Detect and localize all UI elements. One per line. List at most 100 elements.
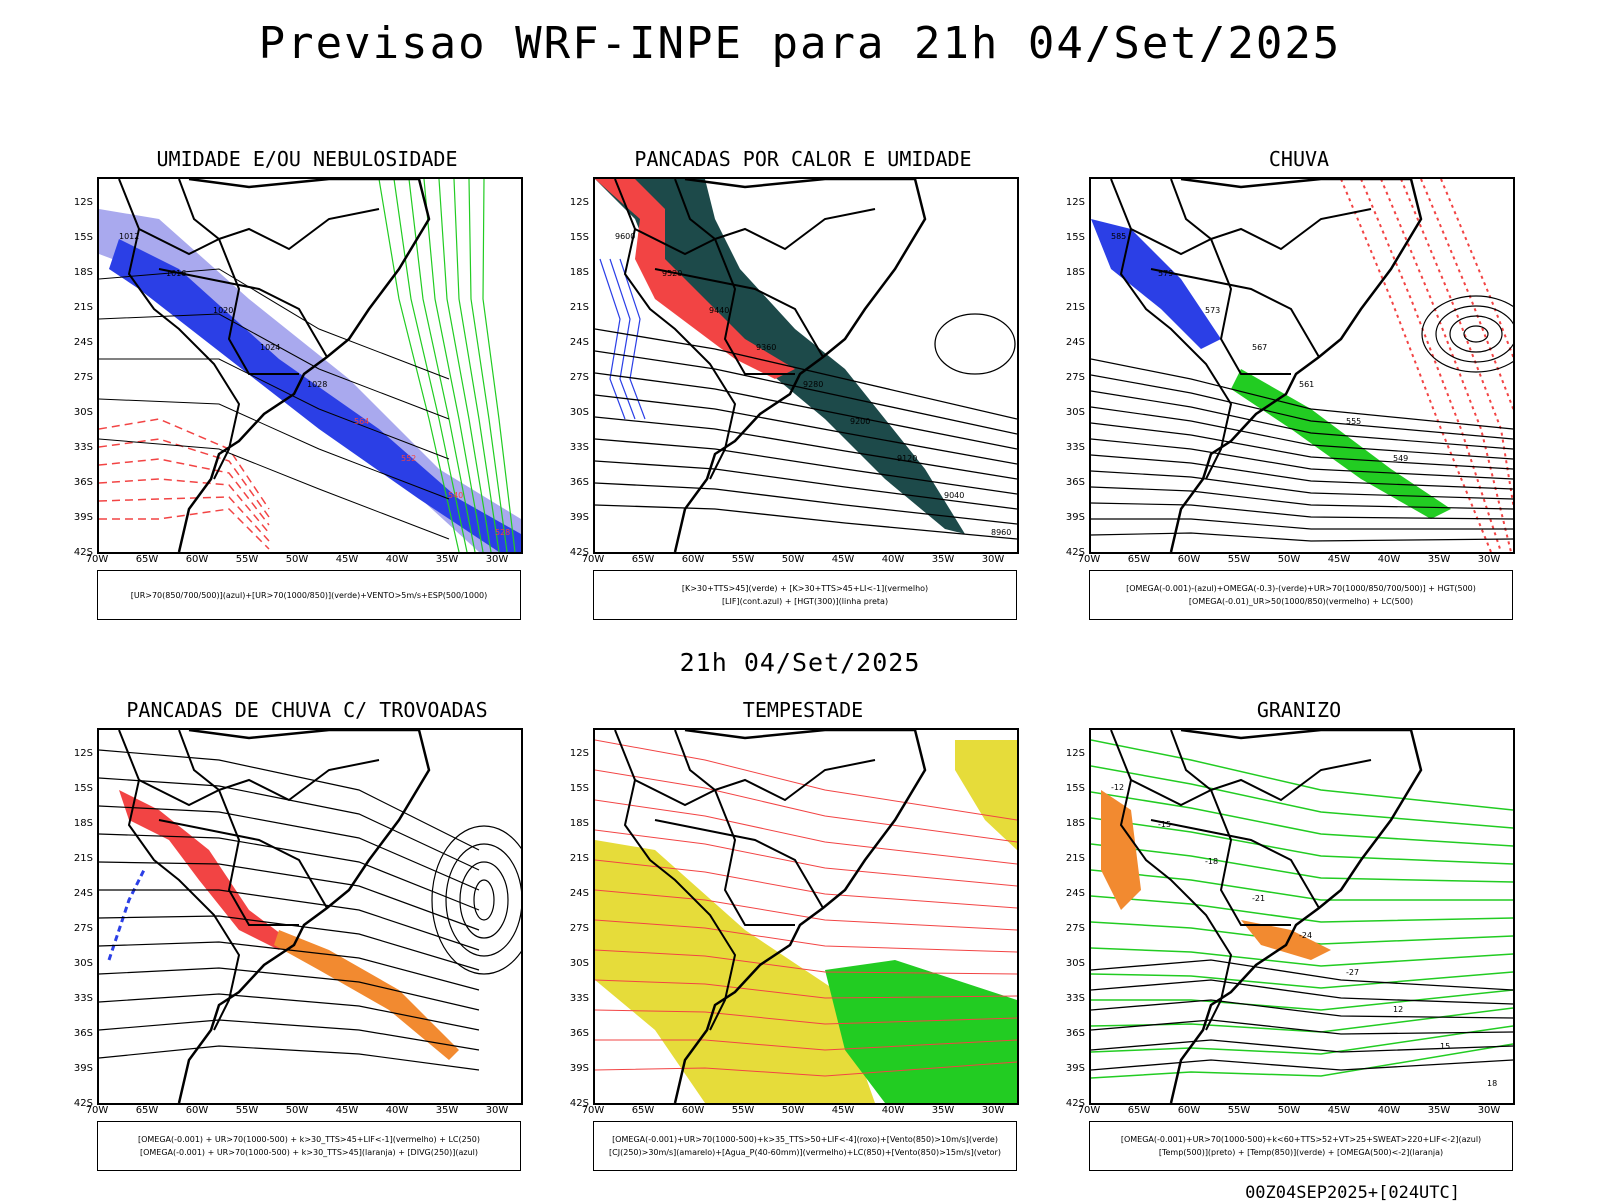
- run-footer: 00Z04SEP2025+[024UTC]: [1245, 1183, 1460, 1203]
- lon-tick-label: 60W: [185, 554, 209, 565]
- lon-tick-label: 50W: [781, 1105, 805, 1116]
- state-border: [1150, 819, 1320, 909]
- map-plot: -12 -15 -18 -21 -24 -27 12 15 18: [1091, 730, 1513, 1103]
- humidity-contour: [378, 179, 460, 552]
- height-contour: [1091, 358, 1513, 430]
- lat-tick-label: 18S: [569, 818, 589, 829]
- lat-tick-label: 27S: [1065, 923, 1085, 934]
- contour-label: 9520: [662, 269, 682, 278]
- humidity-contour: [482, 179, 516, 552]
- instability-area-green: [595, 179, 965, 534]
- instability-area-red: [595, 179, 795, 379]
- lat-tick-label: 24S: [569, 888, 589, 899]
- lon-tick-label: 35W: [931, 1105, 955, 1116]
- streamline: [99, 889, 480, 951]
- lat-tick-label: 30S: [1065, 958, 1085, 969]
- lon-tick-label: 60W: [681, 554, 705, 565]
- lon-tick-label: 30W: [981, 1105, 1005, 1116]
- contour-label: 585: [1111, 232, 1126, 241]
- temp850-contour: [1091, 895, 1513, 923]
- pressure-contour: [99, 313, 450, 420]
- lat-tick-label: 36S: [73, 1028, 93, 1039]
- lat-tick-label: 33S: [569, 993, 589, 1004]
- height-contour: [595, 350, 1017, 435]
- contour-label: -18: [1205, 857, 1218, 866]
- temp850-contour: [1091, 739, 1513, 811]
- streamline-red: [595, 979, 1017, 999]
- streamline: [473, 879, 495, 921]
- state-border: [118, 179, 241, 480]
- contour-label: 1020: [213, 306, 233, 315]
- pressure-contour: [99, 438, 450, 540]
- lon-tick-label: 30W: [485, 554, 509, 565]
- contour-label: 9200: [850, 417, 870, 426]
- temp850-contour: [1091, 971, 1513, 989]
- streamline-red: [595, 739, 1017, 821]
- thickness-contour: [99, 478, 270, 534]
- lat-tick-label: 24S: [1065, 337, 1085, 348]
- lat-tick-label: 30S: [73, 958, 93, 969]
- omega-area-orange: [1101, 790, 1141, 910]
- lat-tick-label: 39S: [1065, 512, 1085, 523]
- state-border: [1210, 238, 1291, 375]
- panel-title: PANCADAS POR CALOR E UMIDADE: [634, 147, 972, 171]
- lat-tick-label: 24S: [73, 888, 93, 899]
- contour-label: 9280: [803, 380, 823, 389]
- temp850-contour: [1091, 765, 1513, 829]
- temp850-contour: [1091, 843, 1513, 883]
- contour-label: 573: [1205, 306, 1220, 315]
- legend-line: [OMEGA(-0.001)+UR>70(1000-500)+k>35_TTS>…: [612, 1135, 998, 1144]
- contour-label: 552: [401, 454, 416, 463]
- pressure-contour: [99, 268, 450, 380]
- lon-tick-label: 55W: [731, 554, 755, 565]
- thickness-contour: [99, 438, 270, 518]
- humidity-contour: [468, 179, 508, 552]
- omega-area-blue: [1091, 219, 1221, 349]
- storm-area-red: [119, 790, 289, 950]
- lat-tick-label: 33S: [73, 993, 93, 1004]
- lon-tick-label: 30W: [485, 1105, 509, 1116]
- streamline: [99, 993, 480, 1031]
- streamline: [459, 861, 509, 939]
- lat-tick-label: 30S: [1065, 407, 1085, 418]
- height-contour: [934, 313, 1016, 375]
- state-border: [1110, 730, 1233, 1031]
- temp850-contour: [1091, 869, 1513, 901]
- main-title: Previsao WRF-INPE para 21h 04/Set/2025: [258, 18, 1342, 69]
- lat-tick-label: 36S: [73, 477, 93, 488]
- forecast-map: [97, 728, 523, 1105]
- lat-tick-label: 36S: [1065, 1028, 1085, 1039]
- forecast-map: -12 -15 -18 -21 -24 -27 12 15 18: [1089, 728, 1515, 1105]
- lon-tick-label: 65W: [135, 1105, 159, 1116]
- lat-tick-label: 21S: [1065, 302, 1085, 313]
- lon-tick-label: 55W: [235, 554, 259, 565]
- lat-tick-label: 30S: [569, 958, 589, 969]
- lat-tick-label: 42S: [569, 1098, 589, 1109]
- panel-legend: [OMEGA(-0.001)+UR>70(1000-500)+k>35_TTS>…: [593, 1121, 1017, 1171]
- map-plot: 1012 1016 1020 1024 1028 564 552 540 528: [99, 179, 521, 552]
- state-border: [614, 730, 737, 1031]
- legend-line: [UR>70(850/700/500)](azul)+[UR>70(1000/8…: [130, 590, 488, 600]
- lat-tick-label: 21S: [73, 853, 93, 864]
- streamline-red: [595, 1009, 1017, 1025]
- lon-tick-label: 30W: [981, 554, 1005, 565]
- state-border: [654, 819, 824, 909]
- contour-label: 9600: [615, 232, 635, 241]
- height-contour: [1421, 295, 1513, 373]
- temp500-contour: [1091, 1019, 1513, 1035]
- lon-tick-label: 65W: [631, 1105, 655, 1116]
- coastline: [1169, 179, 1423, 552]
- state-border: [1110, 179, 1233, 480]
- height-contour: [1091, 422, 1513, 470]
- streamline-red: [595, 799, 1017, 865]
- precip-area-red: [1400, 179, 1513, 510]
- lon-tick-label: 45W: [335, 554, 359, 565]
- legend-line: [OMEGA(-0.001)+UR>70(1000-500)+k<60+TTS>…: [1120, 1135, 1482, 1144]
- contour-label: 15: [1440, 1042, 1450, 1051]
- thickness-contour: [99, 458, 270, 526]
- state-border: [674, 179, 876, 251]
- temp850-contour: [1091, 1025, 1513, 1055]
- height-contour: [1091, 470, 1513, 500]
- lon-tick-label: 40W: [385, 554, 409, 565]
- lon-tick-label: 55W: [731, 1105, 755, 1116]
